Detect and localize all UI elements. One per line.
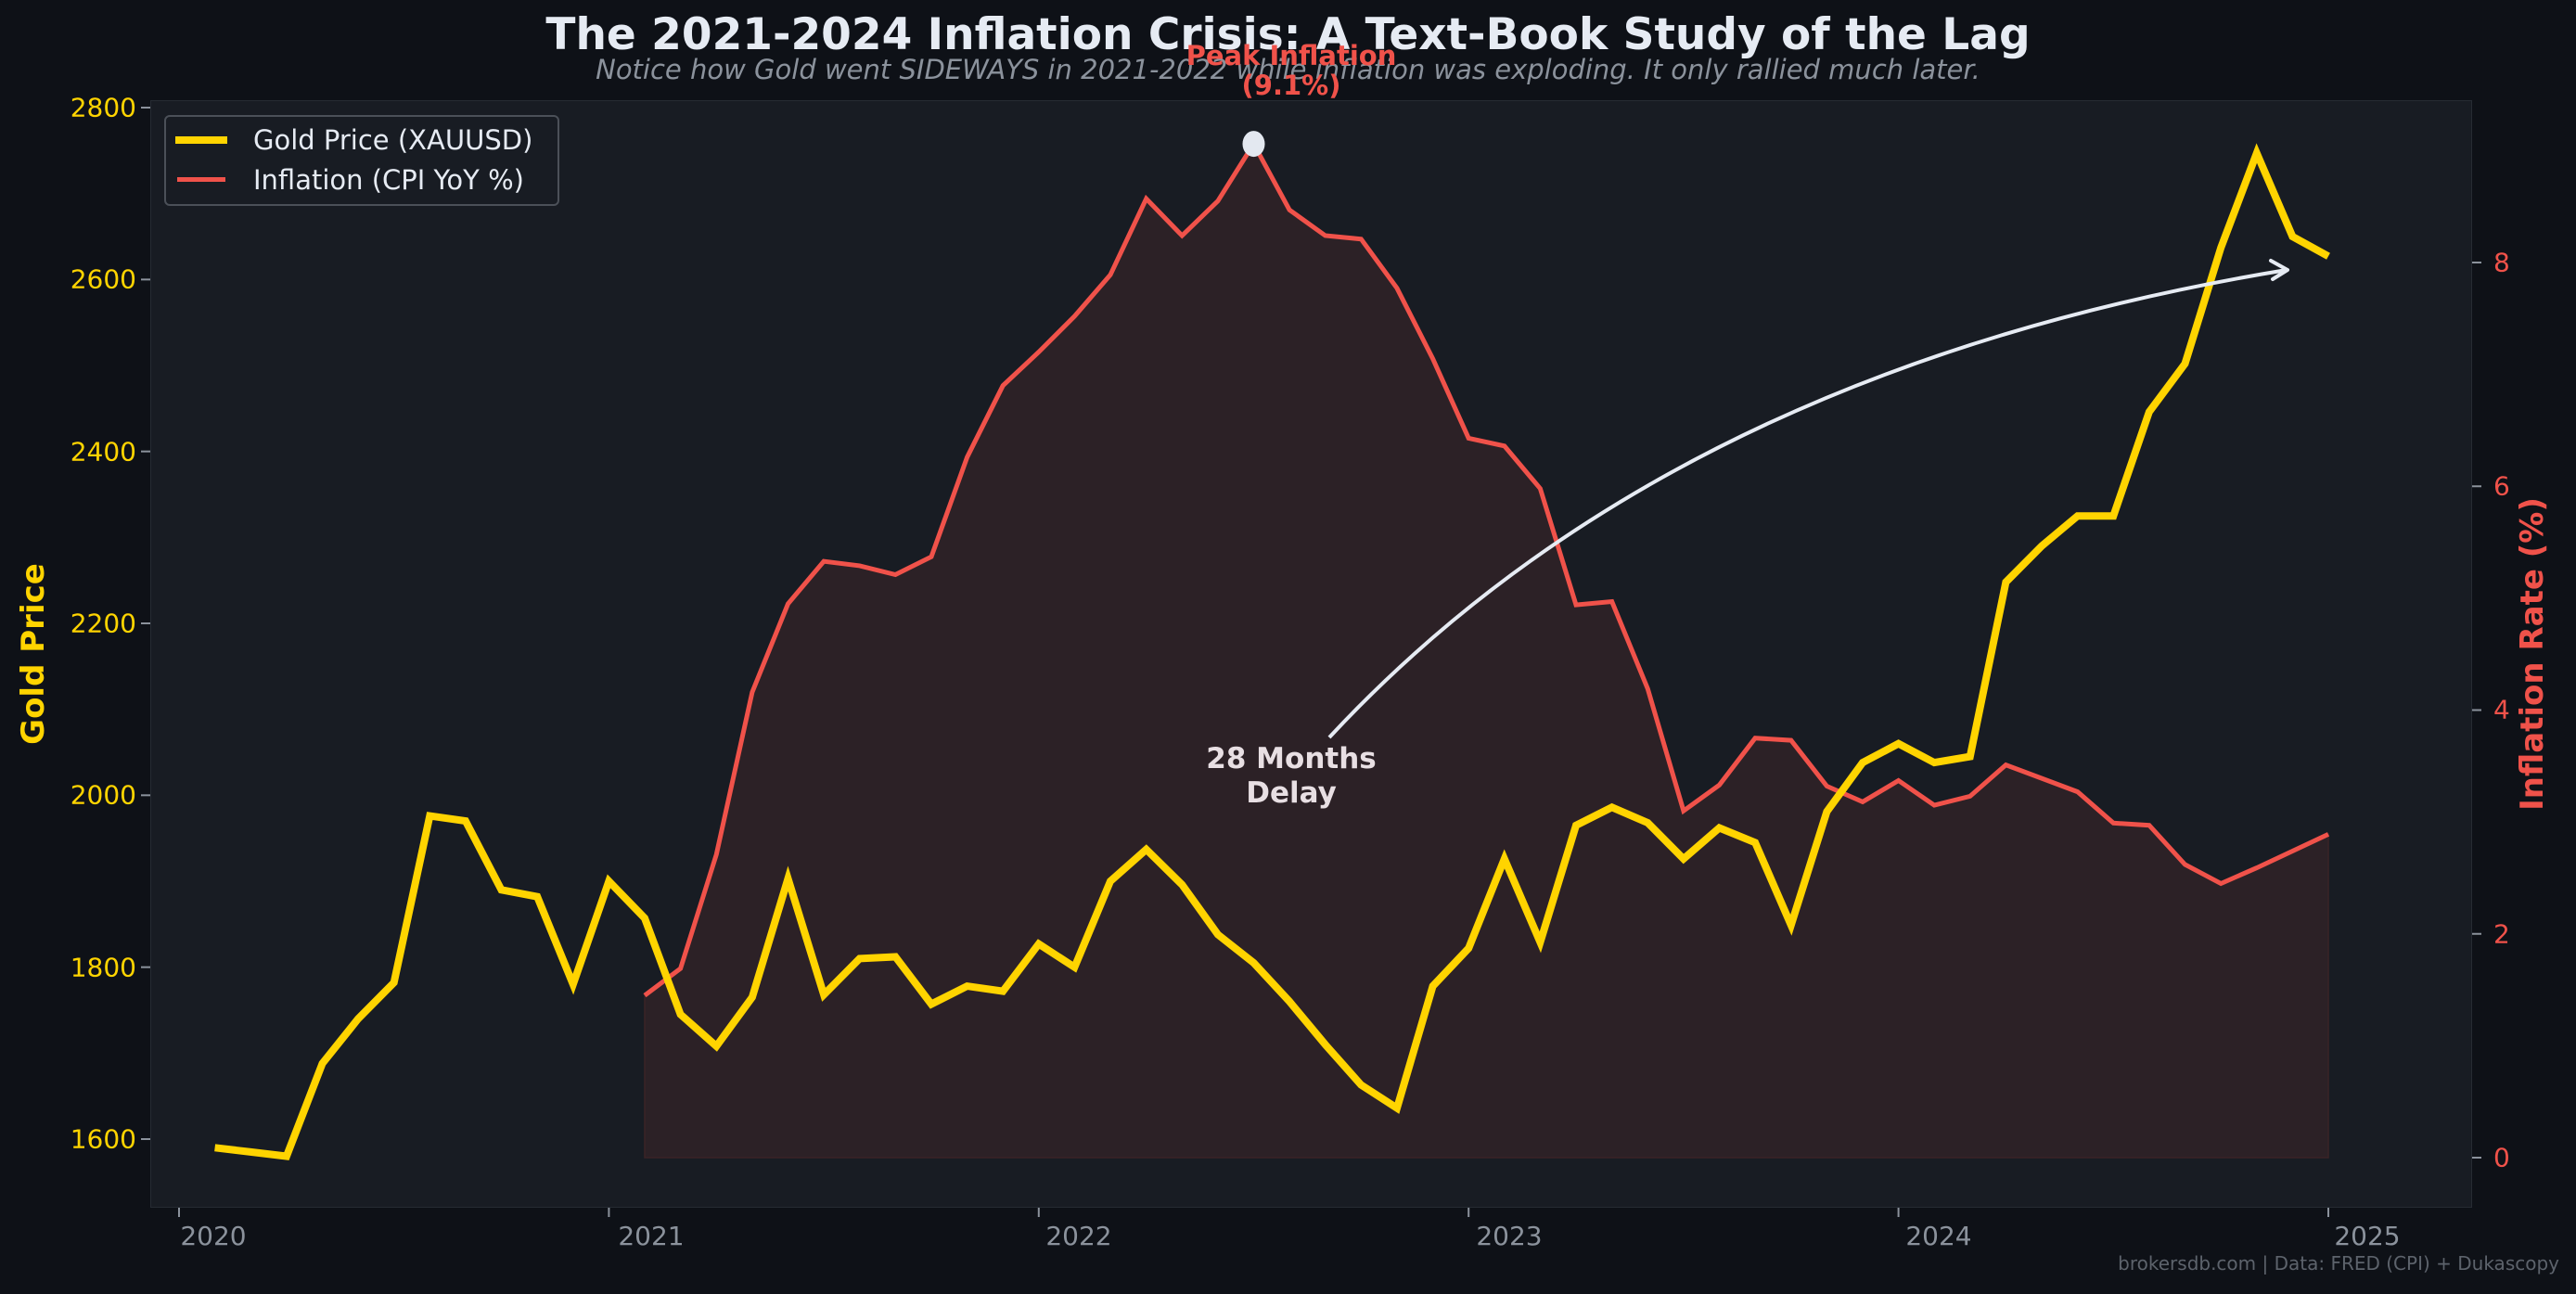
legend-label-gold: Gold Price (XAUUSD): [253, 124, 533, 156]
legend-item-inflation: Inflation (CPI YoY %): [175, 164, 524, 196]
left-tick-2200: 2200: [70, 608, 136, 639]
delay-arrow: [1327, 268, 2288, 739]
legend-item-gold: Gold Price (XAUUSD): [175, 124, 532, 156]
chart-title: The 2021-2024 Inflation Crisis: A Text-B…: [545, 9, 2031, 60]
legend-label-inflation: Inflation (CPI YoY %): [253, 164, 524, 196]
x-tick-2023: 2023: [1476, 1221, 1543, 1251]
gold-price-line: [214, 143, 2330, 1160]
right-tick-6: 6: [2493, 470, 2510, 502]
peak-label-line1: Peak Inflation: [1185, 40, 1397, 71]
right-tick-2: 2: [2493, 918, 2510, 950]
x-tick-2024: 2024: [1905, 1221, 1972, 1251]
right-tick-0: 0: [2493, 1142, 2510, 1173]
delay-label-line1: 28 Months: [1206, 742, 1377, 775]
chart-subtitle: Notice how Gold went SIDEWAYS in 2021-20…: [596, 54, 1980, 85]
right-tick-4: 4: [2493, 694, 2510, 725]
left-tick-2800: 2800: [70, 92, 136, 123]
x-tick-2025: 2025: [2334, 1221, 2401, 1251]
left-tick-2600: 2600: [70, 263, 136, 295]
right-axis-label: Inflation Rate (%): [2514, 497, 2551, 811]
left-tick-1800: 1800: [70, 952, 136, 983]
peak-label-line2: (9.1%): [1241, 70, 1341, 101]
inflation-line: [643, 139, 2330, 998]
gold-line-swatch-icon: [175, 136, 227, 144]
legend: Gold Price (XAUUSD) Inflation (CPI YoY %…: [164, 115, 559, 206]
delay-label-line2: Delay: [1246, 776, 1337, 810]
x-tick-2022: 2022: [1045, 1221, 1112, 1251]
footer-credit: brokersdb.com | Data: FRED (CPI) + Dukas…: [2118, 1252, 2559, 1275]
delay-annotation: 28 Months Delay: [1106, 742, 1477, 811]
left-tick-1600: 1600: [70, 1123, 136, 1155]
left-tick-2400: 2400: [70, 436, 136, 468]
left-tick-2000: 2000: [70, 779, 136, 811]
inflation-line-swatch-icon: [177, 177, 225, 182]
x-tick-2021: 2021: [618, 1221, 685, 1251]
arrow-head-icon: [2269, 259, 2289, 281]
axis-ticks: [141, 107, 2481, 1217]
left-axis-label: Gold Price: [15, 563, 52, 745]
inflation-area-fill: [644, 142, 2329, 1159]
x-tick-2020: 2020: [180, 1221, 247, 1251]
peak-inflation-marker: [1242, 131, 1265, 158]
right-tick-8: 8: [2493, 247, 2510, 278]
peak-inflation-label: Peak Inflation (9.1%): [1106, 41, 1477, 100]
